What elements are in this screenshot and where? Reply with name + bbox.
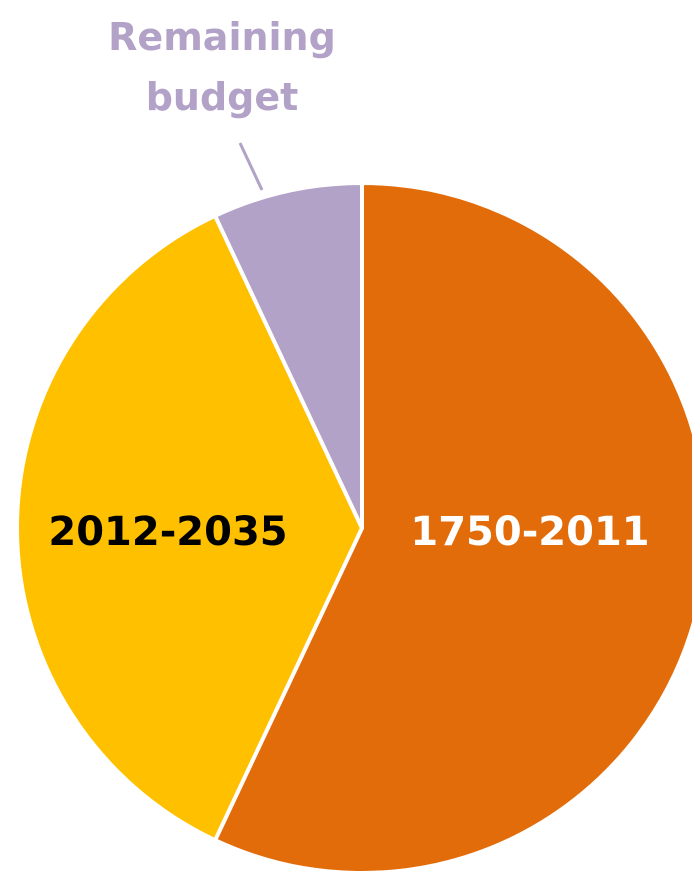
pie-slice-remaining-budget (213, 181, 364, 530)
slice-label-remaining-budget-line2: budget (146, 75, 299, 119)
pie-slices (15, 181, 692, 871)
pie-slice-2012-2035 (15, 213, 364, 843)
slice-label-remaining-budget-line1: Remaining (108, 15, 336, 59)
pie-slice-1750-2011 (213, 181, 692, 871)
slice-label-1750-2011: 1750-2011 (410, 509, 649, 555)
remaining-budget-leader-line (238, 142, 264, 191)
slice-label-2012-2035: 2012-2035 (48, 509, 287, 555)
